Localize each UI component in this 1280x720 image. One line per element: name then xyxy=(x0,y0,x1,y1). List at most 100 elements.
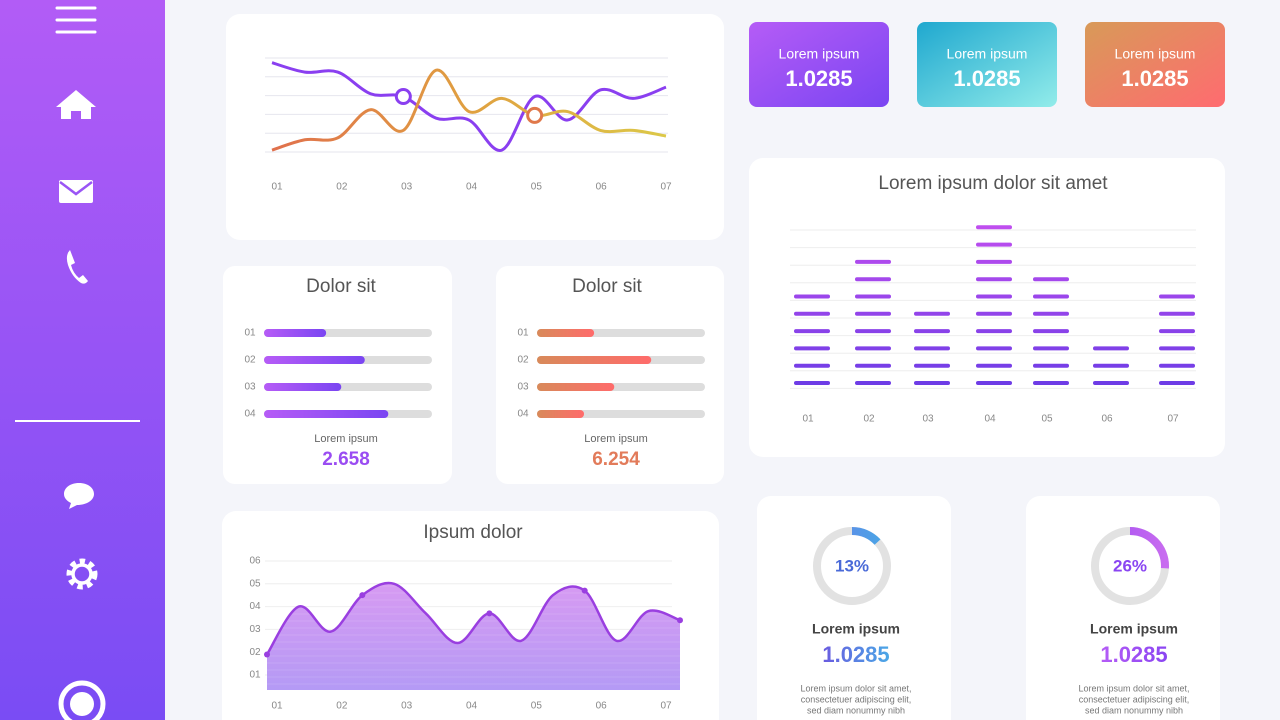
area-dot xyxy=(581,587,588,594)
row-label: 02 xyxy=(244,355,256,366)
donut-text: Lorem ipsum dolor sit amet, xyxy=(1078,683,1189,693)
donut-text: consectetuer adipiscing elit, xyxy=(801,694,912,704)
x-tick-label: 02 xyxy=(863,414,875,425)
x-tick-label: 03 xyxy=(401,701,413,712)
segment xyxy=(794,381,830,385)
phone-icon[interactable] xyxy=(66,250,88,284)
highlight-marker xyxy=(394,88,412,106)
segment xyxy=(794,294,830,299)
bar xyxy=(264,410,389,418)
segment xyxy=(1033,381,1069,385)
bar xyxy=(264,383,342,391)
stat-value: 1.0285 xyxy=(1121,66,1188,91)
stat-label: Lorem ipsum xyxy=(947,46,1028,62)
area xyxy=(267,583,680,690)
bar xyxy=(537,329,595,337)
x-tick-label: 04 xyxy=(466,182,478,193)
stat-value: 1.0285 xyxy=(785,66,852,91)
line-series xyxy=(271,68,667,152)
bar xyxy=(537,356,652,364)
x-tick-label: 02 xyxy=(336,182,348,193)
segment xyxy=(914,346,950,351)
bar xyxy=(537,410,585,418)
segment xyxy=(855,277,891,282)
caption: Lorem ipsum xyxy=(314,433,378,445)
x-tick-label: 07 xyxy=(660,182,672,193)
segment xyxy=(914,381,950,385)
settings-icon[interactable] xyxy=(66,558,98,590)
segment xyxy=(1159,346,1195,351)
home-icon[interactable] xyxy=(56,90,96,119)
segment xyxy=(1033,363,1069,368)
area-dot xyxy=(486,610,493,617)
segment xyxy=(976,277,1012,282)
mail-icon[interactable] xyxy=(59,180,93,203)
segment xyxy=(1159,381,1195,385)
segment-column xyxy=(1093,346,1129,385)
y-tick-label: 06 xyxy=(249,556,261,567)
segment xyxy=(976,294,1012,299)
donut-card xyxy=(1026,496,1220,720)
row-label: 02 xyxy=(517,355,529,366)
segment xyxy=(1033,329,1069,334)
stat-card xyxy=(1085,22,1225,107)
segment xyxy=(794,346,830,351)
segment xyxy=(1159,294,1195,299)
segment xyxy=(1093,346,1129,351)
profile-icon[interactable] xyxy=(58,680,106,720)
segment xyxy=(976,329,1012,334)
highlight-marker xyxy=(526,106,544,124)
segment xyxy=(794,329,830,334)
donut-value: 1.0285 xyxy=(822,642,889,667)
donut-text: sed diam nonummy nibh xyxy=(1085,705,1183,715)
line-series xyxy=(271,61,667,152)
segment xyxy=(976,346,1012,351)
donut-caption: Lorem ipsum xyxy=(812,621,900,637)
segment xyxy=(976,381,1012,385)
segment xyxy=(855,294,891,299)
segment xyxy=(1159,311,1195,316)
donut-card xyxy=(757,496,951,720)
area-dot xyxy=(359,592,366,599)
segment-column xyxy=(914,311,950,385)
segment xyxy=(976,225,1012,230)
area-dot xyxy=(677,617,683,624)
x-tick-label: 01 xyxy=(271,182,283,193)
x-tick-label: 06 xyxy=(596,701,608,712)
donut-arc xyxy=(813,527,891,605)
stat-label: Lorem ipsum xyxy=(1115,46,1196,62)
chat-icon[interactable] xyxy=(64,483,94,509)
row-label: 03 xyxy=(517,382,529,393)
row-label: 04 xyxy=(244,409,256,420)
segment xyxy=(1033,294,1069,299)
segment-column xyxy=(794,294,830,385)
row-label: 01 xyxy=(517,328,529,339)
menu-icon[interactable] xyxy=(55,6,97,34)
segment xyxy=(1093,363,1129,368)
panel-title: Dolor sit xyxy=(306,276,376,297)
segment xyxy=(1033,311,1069,316)
bar-card xyxy=(496,266,724,484)
sidebar xyxy=(0,0,165,720)
stat-card xyxy=(917,22,1057,107)
segment xyxy=(855,259,891,264)
donut-text: consectetuer adipiscing elit, xyxy=(1079,694,1190,704)
x-tick-label: 01 xyxy=(802,414,814,425)
y-tick-label: 02 xyxy=(249,647,261,658)
segment-column xyxy=(1033,277,1069,385)
segment xyxy=(1159,363,1195,368)
donut-arc xyxy=(1091,527,1169,605)
segment xyxy=(1093,381,1129,385)
y-tick-label: 04 xyxy=(249,601,261,612)
segment-column xyxy=(976,225,1012,385)
segment xyxy=(855,346,891,351)
x-tick-label: 02 xyxy=(336,701,348,712)
area-dot xyxy=(264,651,270,658)
y-tick-label: 01 xyxy=(249,670,261,681)
segment-column xyxy=(1159,294,1195,385)
segment xyxy=(794,311,830,316)
x-tick-label: 03 xyxy=(401,182,413,193)
x-tick-label: 06 xyxy=(1101,414,1113,425)
stat-value: 1.0285 xyxy=(953,66,1020,91)
